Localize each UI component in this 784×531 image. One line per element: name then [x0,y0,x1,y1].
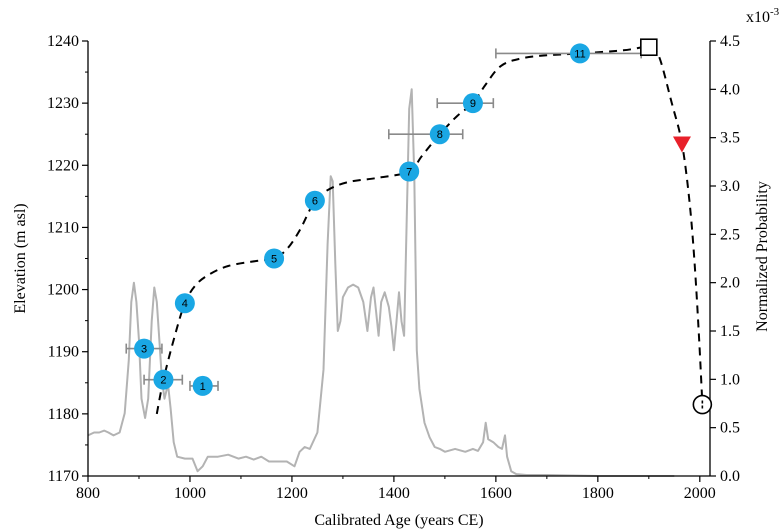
y-tick-label: 1230 [47,95,79,112]
x-tick-label: 1000 [174,485,206,502]
dated-point-label: 6 [312,196,318,208]
y-tick-label: 1190 [48,344,79,361]
dated-point-label: 1 [200,381,206,393]
dated-point-label: 8 [437,129,443,141]
dated-point-1 [192,375,213,396]
special-markers-layer [640,38,713,415]
x-tick-label: 1600 [480,485,512,502]
x-tick-label: 1400 [378,485,410,502]
error-bar-layer [125,48,642,391]
y-tick-label: 1220 [47,157,79,174]
dated-point-4 [174,293,195,314]
y2-axis-multiplier: x10-3 [746,6,780,26]
y2-tick-label: 0.5 [720,420,740,437]
y-tick-label: 1210 [47,219,79,236]
y-axis-title: Elevation (m asl) [12,203,29,313]
y-tick-label: 1240 [47,33,79,50]
y2-tick-label: 0.0 [720,468,740,485]
y2-tick-label: 4.0 [720,81,740,98]
y2-tick-label: 2.0 [720,275,740,292]
x-axis-title: Calibrated Age (years CE) [314,512,483,529]
dated-point-label: 5 [271,254,277,266]
dated-point-label: 3 [141,344,147,356]
x-tick-label: 1800 [582,485,614,502]
y2-tick-label: 1.5 [720,323,740,340]
y-tick-label: 1200 [47,282,79,299]
y-tick-label: 1180 [48,406,79,423]
y2-axis-title: Normalized Probability [754,181,771,332]
x-tick-label: 800 [76,485,100,502]
y2-tick-label: 4.5 [720,33,740,50]
dated-points-layer: 1 2 3 4 5 6 7 8 9 11 [134,43,590,396]
dated-point-label: 2 [160,375,166,387]
y2-tick-label: 3.0 [720,178,740,195]
dated-point-label: 4 [182,298,188,310]
x-tick-label: 2000 [684,485,716,502]
square-marker [640,38,658,57]
dated-point-label: 11 [574,48,585,60]
y2-multiplier-exponent: -3 [770,6,780,18]
axes [87,41,711,477]
dated-point-8 [429,124,450,145]
dated-point-label: 7 [406,167,412,179]
trend-line [155,46,704,415]
dated-point-6 [304,190,325,211]
x-tick-label: 1200 [276,485,308,502]
y2-tick-label: 2.5 [720,226,740,243]
probability-curve-layer [87,88,675,477]
y-tick-label: 1170 [48,468,79,485]
trend-line-layer [155,46,704,415]
y2-multiplier-base: x10 [746,9,770,26]
y2-tick-label: 1.0 [720,371,740,388]
dated-point-label: 9 [470,98,476,110]
dated-point-7 [399,161,420,182]
y2-tick-label: 3.5 [720,130,740,147]
tick-layer: 800 1000 1200 1400 1600 1800 2000 1170 1180 1190 1… [47,33,740,502]
dated-point-5 [264,248,285,269]
probability-curve [87,88,675,477]
triangle-marker [672,136,691,153]
dated-point-11 [569,43,590,64]
circle-marker [692,394,713,415]
dated-point-2 [153,369,174,390]
dated-point-3 [134,338,155,359]
dated-point-9 [462,93,483,114]
